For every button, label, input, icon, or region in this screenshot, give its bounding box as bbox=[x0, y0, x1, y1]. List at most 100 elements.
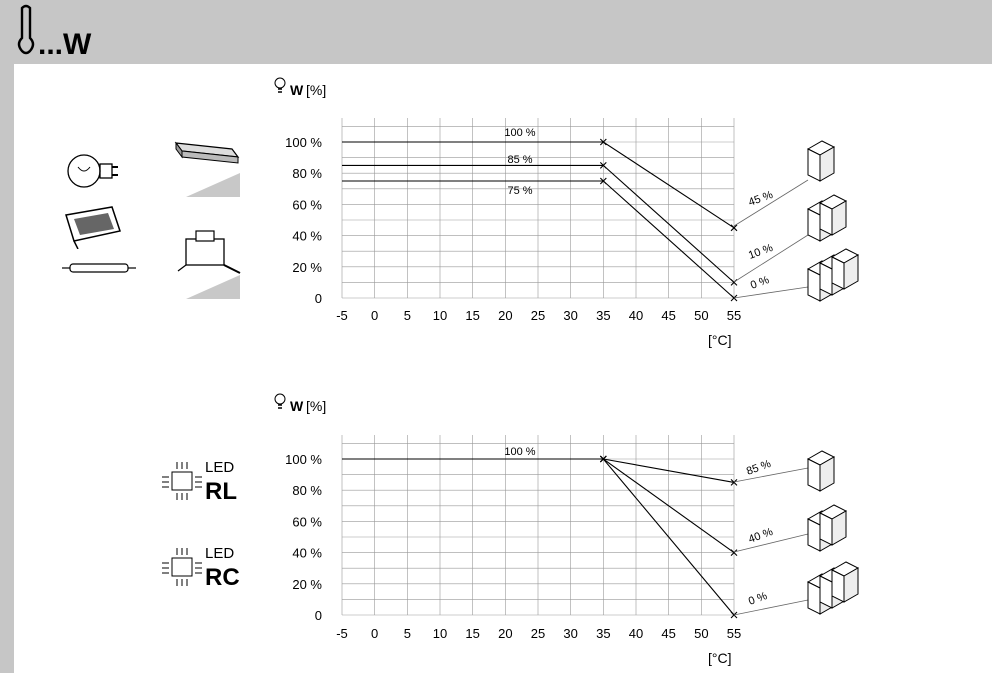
y-tick-label: 100 % bbox=[285, 135, 322, 150]
data-point-marker bbox=[599, 177, 607, 185]
data-point-marker bbox=[599, 138, 607, 146]
dimmer-module-icon bbox=[831, 510, 847, 546]
series-end-label: 0 % bbox=[749, 274, 771, 292]
x-tick-label: 30 bbox=[563, 626, 577, 641]
dimmer-module-icon bbox=[819, 262, 833, 296]
leader-line bbox=[733, 533, 809, 553]
x-tick-label: 15 bbox=[465, 626, 479, 641]
x-tick-label: 35 bbox=[596, 626, 610, 641]
x-tick-label: 50 bbox=[694, 626, 708, 641]
led-code-rc: RC bbox=[205, 564, 240, 591]
data-point-marker bbox=[599, 455, 607, 463]
led-label-rc: LED bbox=[205, 545, 235, 562]
y-axis-label-percent: [%] bbox=[306, 82, 326, 98]
y-axis-label-percent: [%] bbox=[306, 398, 326, 414]
data-point-marker bbox=[599, 162, 607, 169]
series-mid-label: 100 % bbox=[504, 127, 535, 139]
y-axis-label-unit: W bbox=[290, 82, 304, 98]
x-tick-label: 5 bbox=[404, 308, 411, 323]
dimmer-module-icon bbox=[807, 581, 821, 615]
thermometer-icon bbox=[17, 4, 35, 55]
y-tick-label: 100 % bbox=[285, 452, 322, 467]
y-tick-label: 60 % bbox=[292, 197, 322, 212]
tube-lamp-icon bbox=[62, 263, 136, 273]
x-tick-label: 0 bbox=[371, 626, 378, 641]
electronic-transformer-icon bbox=[174, 141, 240, 197]
dimmer-module-icon bbox=[819, 575, 833, 609]
y-tick-label: 60 % bbox=[292, 514, 322, 529]
dimmer-module-icon bbox=[843, 254, 859, 290]
y-tick-label: 80 % bbox=[292, 166, 322, 181]
leader-line bbox=[733, 467, 809, 483]
x-tick-label: 15 bbox=[465, 308, 479, 323]
y-tick-label: 0 bbox=[315, 291, 322, 306]
left-bar bbox=[0, 64, 14, 673]
transformer-icon bbox=[177, 230, 241, 299]
x-tick-label: 20 bbox=[498, 626, 512, 641]
series-mid-label: 85 % bbox=[507, 154, 532, 166]
y-tick-label: 40 % bbox=[292, 229, 322, 244]
dimmer-module-icon bbox=[831, 200, 847, 236]
leader-line bbox=[733, 179, 809, 227]
x-tick-label: 25 bbox=[531, 308, 545, 323]
x-tick-label: 55 bbox=[727, 308, 741, 323]
y-tick-label: 20 % bbox=[292, 577, 322, 592]
x-tick-label: -5 bbox=[336, 308, 348, 323]
series-mid-label: 100 % bbox=[504, 446, 535, 458]
x-axis-label: [°C] bbox=[708, 650, 732, 666]
dimmer-module-icon bbox=[807, 148, 821, 182]
header-title: ...W bbox=[38, 28, 92, 61]
x-tick-label: 10 bbox=[433, 626, 447, 641]
series-end-label: 0 % bbox=[747, 590, 769, 608]
y-tick-label: 80 % bbox=[292, 483, 322, 498]
x-tick-label: 25 bbox=[531, 626, 545, 641]
y-tick-label: 20 % bbox=[292, 260, 322, 275]
series-end-label: 85 % bbox=[745, 458, 773, 478]
halogen-lamp-icon bbox=[65, 206, 121, 249]
y-tick-label: 40 % bbox=[292, 546, 322, 561]
x-tick-label: 45 bbox=[661, 308, 675, 323]
series-mid-label: 75 % bbox=[507, 185, 532, 197]
x-tick-label: 0 bbox=[371, 308, 378, 323]
x-tick-label: -5 bbox=[336, 626, 348, 641]
x-axis-label: [°C] bbox=[708, 332, 732, 348]
leader-line bbox=[733, 286, 809, 299]
x-tick-label: 40 bbox=[629, 308, 643, 323]
led-label-rl: LED bbox=[205, 459, 235, 476]
dimmer-module-icon bbox=[807, 208, 821, 242]
x-tick-label: 35 bbox=[596, 308, 610, 323]
leader-line bbox=[733, 234, 809, 283]
bulb-watt-icon bbox=[274, 393, 286, 405]
x-tick-label: 5 bbox=[404, 626, 411, 641]
y-tick-label: 0 bbox=[315, 608, 322, 623]
dimmer-module-icon bbox=[843, 567, 859, 603]
dimmer-module-icon bbox=[807, 268, 821, 302]
dimmer-module-icon bbox=[819, 202, 833, 236]
dimmer-module-icon bbox=[807, 458, 821, 492]
series-end-label: 45 % bbox=[747, 189, 775, 209]
x-tick-label: 40 bbox=[629, 626, 643, 641]
bulb-watt-icon bbox=[274, 77, 286, 89]
led-icon bbox=[162, 462, 202, 500]
dimmer-module-icon bbox=[831, 256, 845, 290]
led-code-rl: RL bbox=[205, 478, 237, 505]
x-tick-label: 50 bbox=[694, 308, 708, 323]
y-axis-label-unit: W bbox=[290, 398, 304, 414]
x-tick-label: 30 bbox=[563, 308, 577, 323]
data-point-marker bbox=[730, 549, 738, 556]
led-icon bbox=[162, 548, 202, 586]
dimmer-module-icon bbox=[807, 518, 821, 552]
dimmer-module-icon bbox=[819, 456, 835, 492]
dimmer-module-icon bbox=[831, 569, 845, 603]
data-point-marker bbox=[730, 479, 738, 486]
leader-line bbox=[733, 599, 809, 616]
dimmer-module-icon bbox=[819, 146, 835, 182]
x-tick-label: 20 bbox=[498, 308, 512, 323]
data-point-marker bbox=[730, 224, 738, 232]
x-tick-label: 55 bbox=[727, 626, 741, 641]
bulb-icon bbox=[67, 154, 118, 188]
x-tick-label: 45 bbox=[661, 626, 675, 641]
x-tick-label: 10 bbox=[433, 308, 447, 323]
header-bar: ...W bbox=[0, 0, 992, 64]
